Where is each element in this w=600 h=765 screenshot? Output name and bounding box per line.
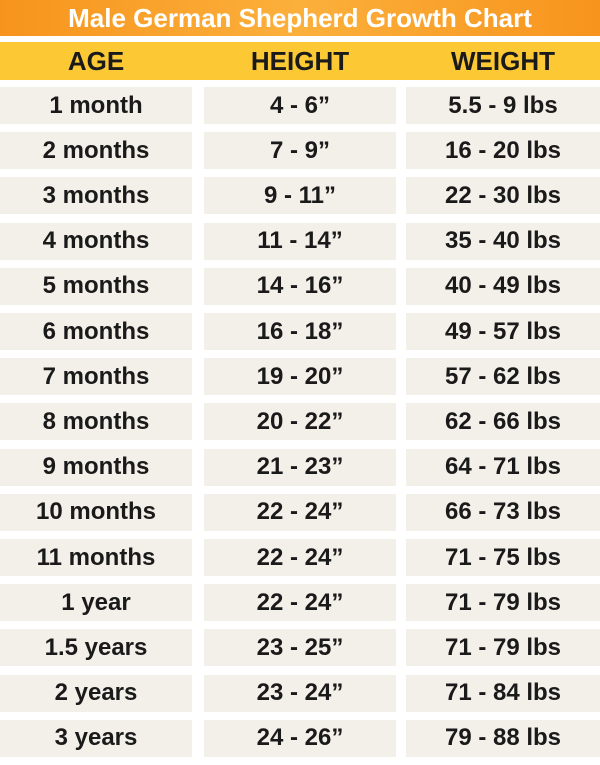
table-cell: 64 - 71 lbs bbox=[406, 448, 600, 486]
table-cell: 35 - 40 lbs bbox=[406, 222, 600, 260]
title: Male German Shepherd Growth Chart bbox=[68, 2, 532, 33]
column-header: HEIGHT bbox=[250, 45, 350, 76]
table-cell: 22 - 30 lbs bbox=[406, 177, 600, 215]
table-cell: 9 months bbox=[0, 448, 192, 486]
header-row: AGE HEIGHT WEIGHT bbox=[0, 42, 600, 80]
table-cell: 40 - 49 lbs bbox=[406, 267, 600, 305]
table-cell: 11 months bbox=[0, 539, 192, 576]
table-cell: 23 - 24” bbox=[204, 674, 396, 712]
table-cell: 22 - 24” bbox=[204, 584, 396, 622]
table-cell: 1 month bbox=[0, 87, 192, 124]
column-header: WEIGHT bbox=[451, 45, 555, 76]
table-cell: 22 - 24” bbox=[204, 539, 396, 576]
table-cell: 5.5 - 9 lbs bbox=[406, 87, 600, 124]
table-cell: 22 - 24” bbox=[204, 493, 396, 531]
table-cell: 66 - 73 lbs bbox=[406, 493, 600, 531]
column-header: AGE bbox=[67, 45, 125, 76]
table-cell: 8 months bbox=[0, 403, 192, 441]
table-cell: 79 - 88 lbs bbox=[406, 719, 600, 757]
table-cell: 5 months bbox=[0, 267, 192, 305]
table-cell: 7 - 9” bbox=[204, 132, 396, 170]
table-cell: 71 - 79 lbs bbox=[406, 584, 600, 622]
table-cell: 2 years bbox=[0, 674, 192, 712]
table-cell: 23 - 25” bbox=[204, 629, 396, 667]
table-cell: 9 - 11” bbox=[204, 177, 396, 215]
table-cell: 3 years bbox=[0, 719, 192, 757]
table-cell: 1.5 years bbox=[0, 629, 192, 667]
table-cell: 1 year bbox=[0, 584, 192, 622]
table-cell: 6 months bbox=[0, 313, 192, 350]
table-cell: 49 - 57 lbs bbox=[406, 313, 600, 350]
title-bar: Male German Shepherd Growth Chart bbox=[0, 0, 600, 36]
table-cell: 4 months bbox=[0, 222, 192, 260]
table-cell: 20 - 22” bbox=[204, 403, 396, 441]
table-cell: 16 - 20 lbs bbox=[406, 132, 600, 170]
table-cell: 11 - 14” bbox=[204, 222, 396, 260]
table-cell: 10 months bbox=[0, 493, 192, 531]
table-cell: 71 - 79 lbs bbox=[406, 629, 600, 667]
table-cell: 57 - 62 lbs bbox=[406, 358, 600, 396]
table-cell: 71 - 84 lbs bbox=[406, 674, 600, 712]
table-cell: 4 - 6” bbox=[204, 87, 396, 124]
table-cell: 24 - 26” bbox=[204, 719, 396, 757]
table-cell: 7 months bbox=[0, 358, 192, 396]
table-cell: 16 - 18” bbox=[204, 313, 396, 350]
table-cell: 19 - 20” bbox=[204, 358, 396, 396]
table-cell: 14 - 16” bbox=[204, 267, 396, 305]
table-cell: 2 months bbox=[0, 132, 192, 170]
table-cell: 62 - 66 lbs bbox=[406, 403, 600, 441]
table-cell: 71 - 75 lbs bbox=[406, 539, 600, 576]
table-cell: 3 months bbox=[0, 177, 192, 215]
table-cell: 21 - 23” bbox=[204, 448, 396, 486]
